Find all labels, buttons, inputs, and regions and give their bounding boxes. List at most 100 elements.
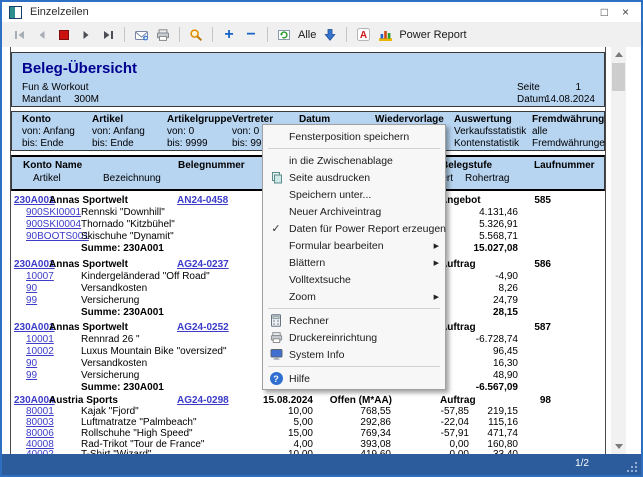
zoom-in-button[interactable]: + — [218, 25, 240, 45]
filter-value: von: Anfang — [92, 126, 145, 138]
resize-grip[interactable] — [626, 460, 638, 472]
monitor-icon — [270, 348, 283, 361]
menu-item-system-info[interactable]: System Info — [263, 346, 445, 363]
printer-icon — [156, 28, 170, 42]
power-report-button[interactable] — [374, 25, 396, 45]
menu-item-blaettern[interactable]: Blättern ▶ — [263, 254, 445, 271]
context-menu: Fensterposition speichern in die Zwische… — [262, 124, 446, 390]
summe-label: Summe: 230A001 — [81, 382, 164, 394]
report-header-band: Beleg-Übersicht Fun & Workout Mandant 30… — [11, 52, 605, 107]
artikel-link[interactable]: 90 — [26, 283, 37, 295]
zoom-out-button[interactable]: − — [240, 25, 262, 45]
download-all-button[interactable] — [319, 25, 341, 45]
laufnummer-value: 587 — [534, 322, 551, 334]
previous-page-icon — [35, 28, 49, 42]
submenu-arrow-icon: ▶ — [434, 259, 445, 267]
kunde-name: Annas Sportwelt — [49, 195, 128, 207]
plus-icon: + — [224, 28, 233, 42]
close-button[interactable]: × — [622, 3, 629, 21]
toolbar-separator — [267, 27, 268, 42]
laufnummer-value: 585 — [534, 195, 551, 207]
print-button[interactable] — [152, 25, 174, 45]
menu-item-speichern-unter[interactable]: Speichern unter... — [263, 186, 445, 203]
scroll-down-button[interactable] — [611, 439, 626, 454]
menu-item-fensterposition-speichern[interactable]: Fensterposition speichern — [263, 128, 445, 145]
toolbar-separator — [212, 27, 213, 42]
artikel-link[interactable]: 10002 — [26, 346, 54, 358]
summe-value: -6.567,09 — [476, 382, 518, 394]
summe-value: 15.027,08 — [474, 243, 519, 255]
previous-page-button[interactable] — [31, 25, 53, 45]
menu-item-formular-bearbeiten[interactable]: Formular bearbeiten ▶ — [263, 237, 445, 254]
artikel-link[interactable]: 90BOOTS001 — [26, 231, 89, 243]
menu-item-rechner[interactable]: Rechner — [263, 312, 445, 329]
alle-button[interactable] — [273, 25, 295, 45]
report-title: Beleg-Übersicht — [22, 60, 137, 77]
email-button[interactable] — [130, 25, 152, 45]
pdf-export-button[interactable]: A — [352, 25, 374, 45]
column-header-name: Name — [55, 160, 82, 172]
menu-item-volltextsuche[interactable]: Volltextsuche — [263, 271, 445, 288]
filter-title: Artikelgruppe — [167, 114, 232, 126]
bezeichnung: Kindergeländerad "Off Road" — [81, 271, 210, 283]
rohertrag-value: 96,45 — [493, 346, 518, 358]
svg-text:A: A — [360, 30, 367, 41]
artikel-link[interactable]: 900SKI0001 — [26, 207, 81, 219]
artikel-link[interactable]: 99 — [26, 370, 37, 382]
vertical-scrollbar[interactable] — [611, 47, 626, 454]
first-page-button[interactable] — [9, 25, 31, 45]
scroll-up-button[interactable] — [611, 47, 626, 62]
artikel-link[interactable]: 900SKI0004 — [26, 219, 81, 231]
menu-item-druckereinrichtung[interactable]: Druckereinrichtung — [263, 329, 445, 346]
menu-item-seite-ausdrucken[interactable]: Seite ausdrucken — [263, 169, 445, 186]
help-icon: ? — [270, 372, 283, 385]
rohertrag-value: 5.326,91 — [479, 219, 518, 231]
stop-button[interactable] — [53, 25, 75, 45]
maximize-button[interactable]: □ — [601, 3, 608, 21]
rohertrag-value: 5.568,71 — [479, 231, 518, 243]
last-page-button[interactable] — [97, 25, 119, 45]
belegnummer-link[interactable]: AG24-0237 — [177, 259, 229, 271]
menu-item-daten-fuer-power-report-erzeugen[interactable]: ✓ Daten für Power Report erzeugen — [263, 220, 445, 237]
company-name: Fun & Workout — [22, 82, 89, 94]
toolbar-separator — [346, 27, 347, 42]
next-page-button[interactable] — [75, 25, 97, 45]
summe-label: Summe: 230A001 — [81, 243, 164, 255]
filter-title: Auswertung — [454, 114, 512, 126]
bezeichnung: Versicherung — [81, 295, 139, 307]
bezeichnung: Versandkosten — [81, 358, 147, 370]
toolbar-separator — [124, 27, 125, 42]
artikel-link[interactable]: 10001 — [26, 334, 54, 346]
next-page-icon — [79, 28, 93, 42]
titlebar: Einzelzeilen □ × — [2, 2, 641, 22]
belegnummer-link[interactable]: AG24-0252 — [177, 322, 229, 334]
artikel-link[interactable]: 90 — [26, 358, 37, 370]
filter-value: bis: Ende — [22, 138, 64, 150]
printer-icon — [270, 331, 283, 344]
power-report-icon — [378, 28, 393, 42]
app-window: Einzelzeilen □ × + − Alle — [0, 0, 643, 477]
filter-title: Konto — [22, 114, 51, 126]
bezeichnung: Versicherung — [81, 370, 139, 382]
zoom-tool-button[interactable] — [185, 25, 207, 45]
filter-title: Artikel — [92, 114, 123, 126]
menu-separator — [268, 308, 440, 309]
summe-value: 28,15 — [493, 307, 518, 319]
toolbar-separator — [179, 27, 180, 42]
rohertrag-value: 4.131,46 — [479, 207, 518, 219]
menu-item-neuer-archiveintrag[interactable]: Neuer Archiveintrag — [263, 203, 445, 220]
chevron-down-icon — [615, 444, 623, 449]
magnifier-icon — [189, 28, 203, 42]
mandant-value: 300M — [74, 94, 99, 106]
menu-item-in-die-zwischenablage[interactable]: in die Zwischenablage — [263, 152, 445, 169]
artikel-link[interactable]: 10007 — [26, 271, 54, 283]
menu-item-hilfe[interactable]: ? Hilfe — [263, 370, 445, 387]
calculator-icon — [270, 314, 282, 327]
bezeichnung: Rennski "Downhill" — [81, 207, 165, 219]
menu-item-zoom[interactable]: Zoom ▶ — [263, 288, 445, 305]
app-icon — [9, 6, 22, 19]
minus-icon: − — [246, 28, 255, 42]
scrollbar-thumb[interactable] — [612, 63, 625, 91]
artikel-link[interactable]: 99 — [26, 295, 37, 307]
belegnummer-link[interactable]: AN24-0458 — [177, 195, 228, 207]
